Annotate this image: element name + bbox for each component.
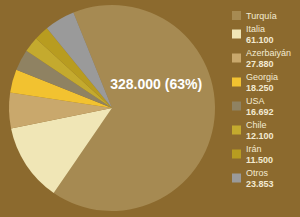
svg-text:Irán: Irán (246, 144, 262, 154)
svg-text:Italia: Italia (246, 24, 265, 34)
svg-text:Turquía: Turquía (246, 11, 277, 21)
svg-text:11.500: 11.500 (246, 155, 273, 165)
svg-text:18.250: 18.250 (246, 83, 274, 93)
svg-text:328.000 (63%): 328.000 (63%) (110, 76, 202, 92)
svg-text:23.853: 23.853 (246, 179, 274, 189)
svg-text:Georgia: Georgia (246, 72, 278, 82)
svg-text:USA: USA (246, 96, 265, 106)
svg-text:16.692: 16.692 (246, 107, 274, 117)
svg-text:Chile: Chile (246, 120, 267, 130)
svg-text:12.100: 12.100 (246, 131, 274, 141)
svg-text:Azerbaiyán: Azerbaiyán (246, 48, 291, 58)
svg-text:27.880: 27.880 (246, 59, 274, 69)
svg-text:61.100: 61.100 (246, 35, 274, 45)
svg-text:Otros: Otros (246, 168, 269, 178)
